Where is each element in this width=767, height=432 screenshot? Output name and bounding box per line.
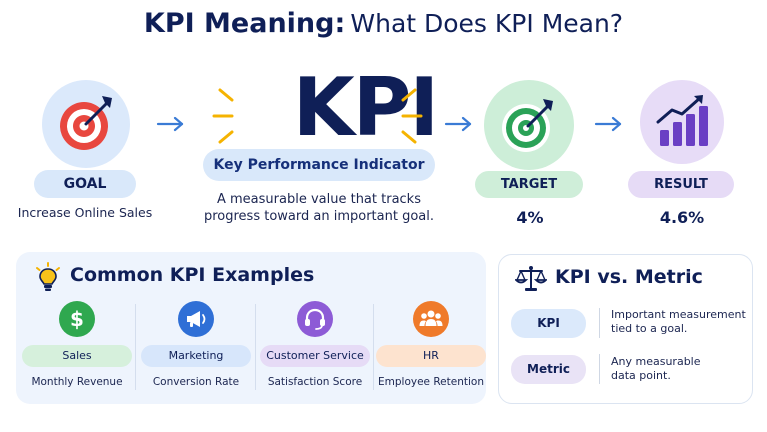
definition-line: data point. bbox=[611, 369, 671, 382]
goal-description: Increase Online Sales bbox=[17, 205, 153, 220]
example-customer-service: Customer Service Satisfaction Score bbox=[256, 296, 374, 396]
kpi-description: A measurable value that tracks progress … bbox=[170, 191, 468, 225]
example-label: Marketing bbox=[141, 345, 251, 367]
example-label: HR bbox=[376, 345, 486, 367]
divider bbox=[135, 304, 136, 390]
example-marketing: Marketing Conversion Rate bbox=[137, 296, 255, 396]
target-pill: TARGET bbox=[475, 171, 583, 198]
headset-glyph bbox=[305, 308, 325, 330]
example-label: Customer Service bbox=[260, 345, 370, 367]
sparkle-right-icon bbox=[401, 88, 423, 144]
result-pill: RESULT bbox=[628, 171, 734, 198]
examples-title: Common KPI Examples bbox=[70, 264, 315, 286]
title-bold: KPI Meaning: bbox=[143, 8, 346, 39]
examples-panel bbox=[16, 252, 486, 404]
goal-circle bbox=[42, 80, 130, 168]
kpi-definition: Important measurement tied to a goal. bbox=[611, 308, 749, 336]
dollar-glyph: $ bbox=[70, 307, 84, 331]
svg-text:$: $ bbox=[70, 307, 84, 331]
metric-definition: Any measurable data point. bbox=[611, 355, 749, 383]
kpi-expansion-pill: Key Performance Indicator bbox=[203, 149, 435, 181]
example-sub: Satisfaction Score bbox=[267, 376, 363, 388]
people-icon bbox=[413, 301, 449, 337]
target-circle bbox=[484, 80, 574, 170]
metric-term-pill: Metric bbox=[511, 355, 586, 384]
page-title: KPI Meaning: What Does KPI Mean? bbox=[0, 8, 767, 39]
megaphone-icon bbox=[178, 301, 214, 337]
example-sales: $ Sales Monthly Revenue bbox=[18, 296, 136, 396]
title-rest: What Does KPI Mean? bbox=[350, 9, 624, 38]
arrow-right-icon bbox=[594, 116, 622, 132]
divider bbox=[599, 354, 600, 384]
target-value: 4% bbox=[516, 208, 544, 227]
divider bbox=[373, 304, 374, 390]
kpi-description-line: A measurable value that tracks bbox=[216, 192, 421, 207]
comparison-title: KPI vs. Metric bbox=[555, 266, 703, 288]
definition-line: Important measurement bbox=[611, 308, 746, 321]
kpi-description-line: progress toward an important goal. bbox=[203, 209, 434, 224]
divider bbox=[255, 304, 256, 390]
lightbulb-icon bbox=[36, 262, 60, 291]
example-label: Sales bbox=[22, 345, 132, 367]
target-icon bbox=[502, 99, 553, 152]
sparkle-left-icon bbox=[212, 88, 234, 144]
goal-pill: GOAL bbox=[34, 170, 136, 198]
divider bbox=[599, 308, 600, 338]
result-value: 4.6% bbox=[659, 208, 705, 227]
scales-icon bbox=[515, 266, 547, 291]
kpi-term-pill: KPI bbox=[511, 309, 586, 338]
arrow-right-icon bbox=[444, 116, 472, 132]
megaphone-glyph bbox=[187, 311, 206, 327]
example-hr: HR Employee Retention bbox=[372, 296, 490, 396]
arrow-right-icon bbox=[156, 116, 184, 132]
result-circle bbox=[640, 80, 724, 164]
example-sub: Employee Retention bbox=[378, 376, 484, 388]
definition-line: tied to a goal. bbox=[611, 322, 688, 335]
definition-line: Any measurable bbox=[611, 355, 701, 368]
dartboard-icon bbox=[60, 96, 112, 150]
dollar-icon: $ bbox=[59, 301, 95, 337]
example-sub: Monthly Revenue bbox=[31, 376, 123, 388]
kpi-heading: KPI bbox=[292, 61, 439, 154]
growth-chart-icon bbox=[656, 95, 708, 146]
example-sub: Conversion Rate bbox=[152, 376, 240, 388]
headset-icon bbox=[297, 301, 333, 337]
people-glyph bbox=[419, 310, 443, 326]
